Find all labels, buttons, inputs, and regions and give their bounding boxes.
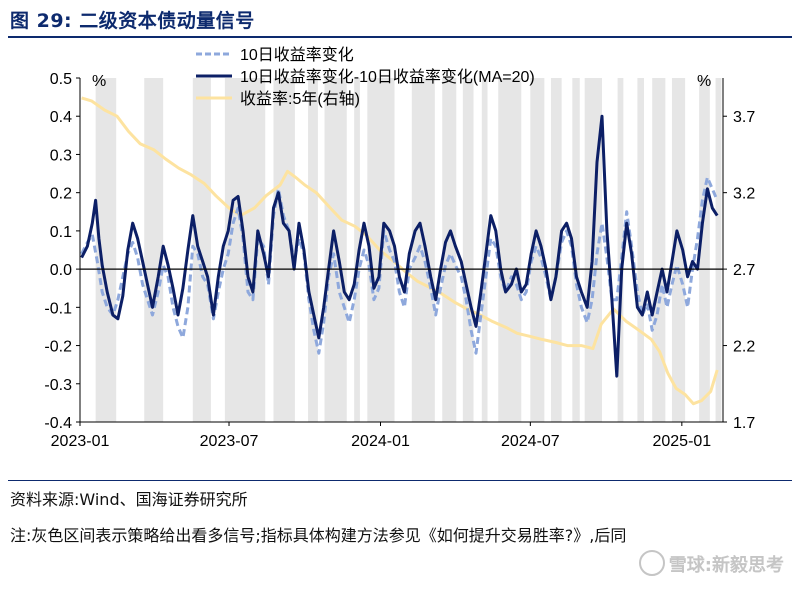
left-unit-label: % <box>92 73 106 90</box>
shaded-period <box>462 78 474 422</box>
source-rule <box>8 480 792 481</box>
shaded-period <box>671 78 686 422</box>
watermark-text: 雪球:新毅思考 <box>668 555 784 576</box>
shaded-period <box>192 78 211 422</box>
left-tick-label: -0.1 <box>44 300 72 317</box>
momentum-chart: 0.5 0.4 0.3 0.2 0.1 0.0 -0.1 -0.2 -0.3 -0.4 3.7 3.2… <box>44 46 755 450</box>
watermark: 雪球:新毅思考 <box>638 550 784 577</box>
left-tick-label: 0.4 <box>50 109 72 126</box>
figure-title: 图 29: 二级资本债动量信号 <box>10 10 255 32</box>
x-tick-label: 2024-01 <box>351 433 410 450</box>
series-line-2 <box>81 96 719 406</box>
note-text: 注:灰色区间表示策略给出看多信号;指标具体构建方法参见《如何提升交易胜率?》,后… <box>10 526 627 545</box>
shaded-period <box>550 78 562 422</box>
shaded-period <box>637 78 644 422</box>
left-tick-label: 0.3 <box>50 147 72 164</box>
series-lines <box>80 96 719 406</box>
series-line-0 <box>80 175 719 355</box>
snowball-logo-icon <box>638 550 665 576</box>
left-tick-label: 0.1 <box>50 224 72 241</box>
shaded-period <box>652 78 666 422</box>
axes: 0.5 0.4 0.3 0.2 0.1 0.0 -0.1 -0.2 -0.3 -0.4 3.7 3.2… <box>44 71 755 450</box>
right-tick-label: 3.2 <box>733 186 755 203</box>
shaded-period <box>617 78 624 422</box>
legend-label-0: 10日收益率变化 <box>240 46 354 64</box>
shaded-period <box>442 78 457 422</box>
series-line-1 <box>80 114 719 378</box>
x-tick-label: 2025-01 <box>652 433 711 450</box>
legend: 10日收益率变化 10日收益率变化-10日收益率变化(MA=20) 收益率:5年(右… <box>196 46 535 108</box>
title-rule <box>8 36 792 38</box>
left-tick-label: -0.4 <box>44 415 72 432</box>
shaded-period <box>498 78 522 422</box>
shaded-period <box>95 78 117 422</box>
shaded-period <box>273 78 295 422</box>
shaded-regions <box>95 78 722 422</box>
x-tick-label: 2023-07 <box>200 433 259 450</box>
shaded-period <box>354 78 360 422</box>
shaded-period <box>715 78 722 422</box>
left-tick-label: 0.5 <box>50 71 72 88</box>
left-tick-label: 0.0 <box>50 262 72 279</box>
shaded-period <box>699 78 710 422</box>
left-tick-label: -0.3 <box>44 377 72 394</box>
x-tick-label: 2023-01 <box>51 433 110 450</box>
right-tick-label: 3.7 <box>733 109 755 126</box>
left-tick-label: 0.2 <box>50 186 72 203</box>
legend-label-1: 10日收益率变化-10日收益率变化(MA=20) <box>240 68 535 86</box>
x-tick-label: 2024-07 <box>501 433 560 450</box>
shaded-period <box>411 78 435 422</box>
shaded-period <box>572 78 580 422</box>
legend-label-2: 收益率:5年(右轴) <box>240 90 360 108</box>
right-tick-label: 2.2 <box>733 339 755 356</box>
right-unit-label: % <box>697 73 711 90</box>
left-tick-label: -0.2 <box>44 339 72 356</box>
right-tick-label: 1.7 <box>733 415 755 432</box>
shaded-period <box>308 78 318 422</box>
shaded-period <box>144 78 164 422</box>
shaded-period <box>481 78 488 422</box>
right-tick-label: 2.7 <box>733 262 755 279</box>
source-text: 资料来源:Wind、国海证券研究所 <box>10 490 248 509</box>
